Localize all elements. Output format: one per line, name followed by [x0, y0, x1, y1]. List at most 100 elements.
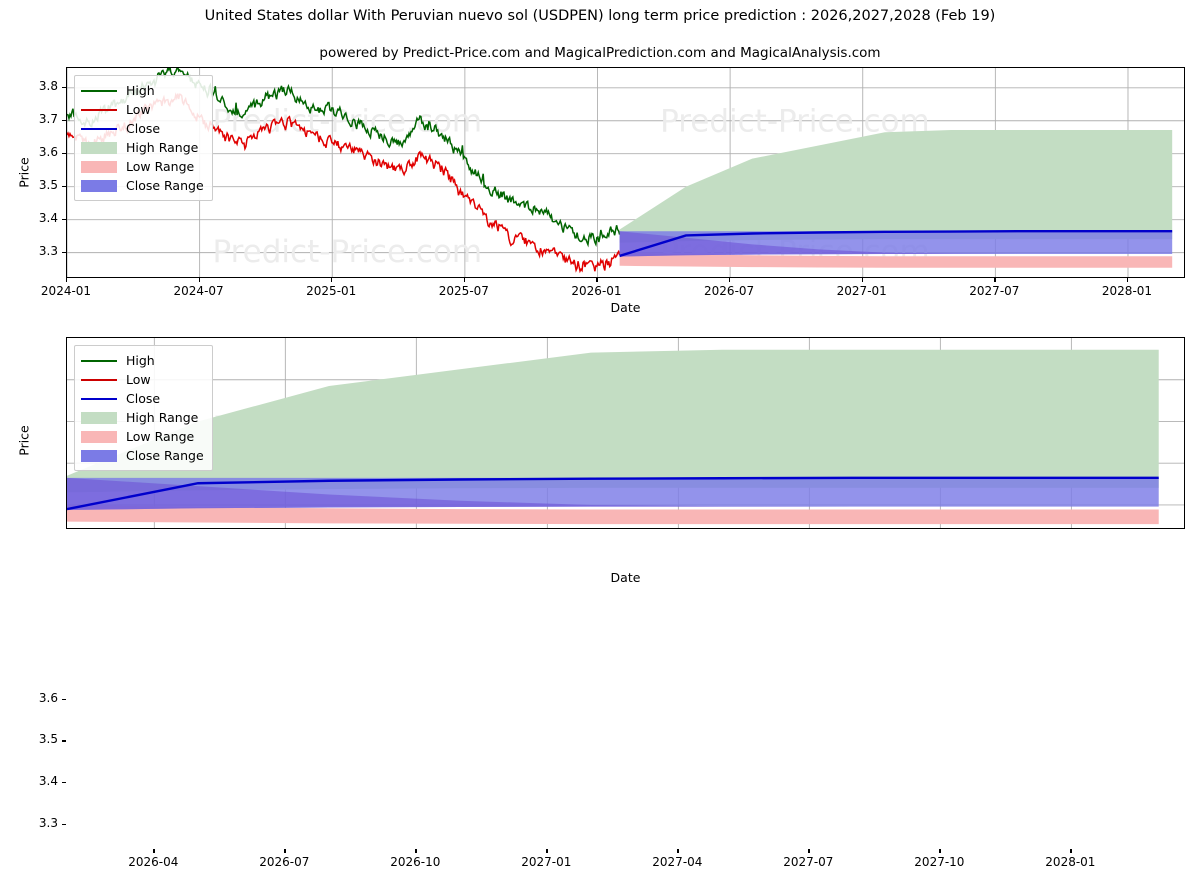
y-tick-mark: [62, 782, 66, 784]
x-tick-mark: [1070, 849, 1072, 853]
y-tick-label: 3.5: [38, 732, 58, 747]
x-tick-mark: [729, 278, 731, 282]
legend-swatch-icon: [81, 449, 117, 463]
x-tick-label: 2027-01: [521, 855, 572, 869]
y-tick-label: 3.7: [38, 111, 58, 126]
overview-panel: Price Date Predict-Price.com Predict-Pric…: [0, 0, 1200, 320]
x-tick-mark: [153, 849, 155, 853]
legend-swatch-icon: [81, 411, 117, 425]
legend-swatch-icon: [81, 430, 117, 444]
legend-item-high-range: High Range: [81, 138, 204, 157]
legend-label: High Range: [126, 139, 199, 155]
y-tick-mark: [62, 740, 66, 742]
detail-y-axis-label: Price: [16, 425, 32, 456]
y-tick-label: 3.6: [38, 144, 58, 159]
x-tick-mark: [546, 849, 548, 853]
x-tick-mark: [284, 849, 286, 853]
legend-label: Close Range: [126, 177, 204, 193]
overview-legend: High Low Close High Range Low Range Close Ran…: [74, 75, 213, 201]
legend-item-close: Close: [81, 389, 204, 408]
x-tick-mark: [331, 278, 333, 282]
legend-item-low-range: Low Range: [81, 157, 204, 176]
overview-plot-area: Predict-Price.com Predict-Price.com Predic…: [66, 67, 1185, 278]
x-tick-mark: [677, 849, 679, 853]
legend-item-high: High: [81, 351, 204, 370]
y-tick-mark: [62, 698, 66, 700]
legend-item-close-range: Close Range: [81, 176, 204, 195]
x-tick-label: 2028-01: [1101, 284, 1153, 298]
x-tick-label: 2027-01: [836, 284, 887, 298]
legend-swatch-icon: [81, 179, 117, 193]
x-tick-label: 2024-07: [173, 284, 224, 298]
y-tick-mark: [62, 86, 66, 88]
y-tick-mark: [62, 823, 66, 826]
y-tick-label: 3.3: [38, 243, 58, 258]
y-tick-label: 3.6: [38, 690, 58, 705]
legend-label: Close Range: [126, 447, 204, 463]
legend-item-high-range: High Range: [81, 408, 204, 427]
page-title: United States dollar With Peruvian nuevo…: [204, 8, 996, 24]
legend-item-close-range: Close Range: [81, 446, 204, 465]
forecast-detail-panel: Price Date Predict-Price.comPredict-Pric…: [0, 320, 1200, 869]
legend-item-low: Low: [81, 370, 204, 389]
legend-swatch-icon: [81, 160, 117, 174]
legend-label: Low: [126, 101, 151, 117]
y-tick-mark: [62, 251, 66, 253]
y-tick-label: 3.4: [38, 210, 58, 225]
x-tick-mark: [939, 849, 941, 853]
x-tick-label: 2025-01: [306, 284, 357, 298]
x-tick-label: 2024-01: [40, 284, 92, 298]
legend-swatch-icon: [81, 122, 117, 136]
x-tick-label: 2026-01: [571, 284, 622, 298]
legend-item-high: High: [81, 81, 204, 100]
y-tick-mark: [62, 119, 66, 121]
legend-label: High: [126, 82, 155, 98]
x-tick-label: 2026-10: [390, 855, 441, 869]
x-tick-label: 2026-07: [704, 284, 755, 298]
overview-x-axis-label: Date: [610, 300, 641, 315]
detail-legend: High Low Close High Range Low Range Close Ran…: [74, 345, 213, 471]
x-tick-label: 2027-07: [783, 855, 834, 869]
x-tick-label: 2025-07: [438, 284, 489, 298]
detail-x-axis-label: Date: [610, 570, 641, 585]
legend-swatch-icon: [81, 392, 117, 406]
y-tick-label: 3.3: [38, 815, 58, 830]
x-tick-label: 2026-04: [128, 855, 179, 869]
x-tick-label: 2027-10: [914, 855, 965, 869]
legend-swatch-icon: [81, 103, 117, 117]
x-tick-label: 2027-04: [652, 855, 703, 869]
legend-label: High Range: [126, 409, 199, 425]
y-tick-mark: [62, 218, 66, 220]
legend-swatch-icon: [81, 141, 117, 155]
legend-label: Low Range: [126, 428, 195, 444]
legend-item-low: Low: [81, 100, 204, 119]
legend-label: Low: [126, 371, 151, 387]
x-tick-mark: [994, 278, 996, 282]
legend-item-close: Close: [81, 119, 204, 138]
x-tick-mark: [808, 849, 810, 853]
svg-text:Predict-Price.com: Predict-Price.com: [212, 234, 482, 270]
y-tick-label: 3.8: [38, 78, 58, 93]
x-tick-label: 2028-01: [1045, 855, 1096, 869]
x-tick-mark: [463, 278, 466, 282]
y-tick-label: 3.5: [38, 177, 58, 192]
y-tick-mark: [62, 152, 66, 154]
y-tick-label: 3.4: [38, 774, 58, 789]
legend-label: Low Range: [126, 158, 195, 174]
legend-swatch-icon: [81, 84, 117, 98]
legend-swatch-icon: [81, 354, 117, 368]
legend-item-low-range: Low Range: [81, 427, 204, 446]
x-tick-label: 2027-07: [969, 284, 1020, 298]
legend-label: Close: [126, 390, 161, 406]
x-tick-mark: [66, 278, 68, 282]
legend-label: Close: [126, 120, 161, 136]
legend-label: High: [126, 352, 155, 368]
x-tick-mark: [596, 278, 598, 282]
x-tick-mark: [861, 278, 863, 282]
x-tick-mark: [1126, 278, 1129, 282]
x-tick-mark: [198, 278, 200, 282]
page-subtitle: powered by Predict-Price.com and Magical…: [319, 45, 881, 61]
x-tick-mark: [415, 849, 417, 853]
